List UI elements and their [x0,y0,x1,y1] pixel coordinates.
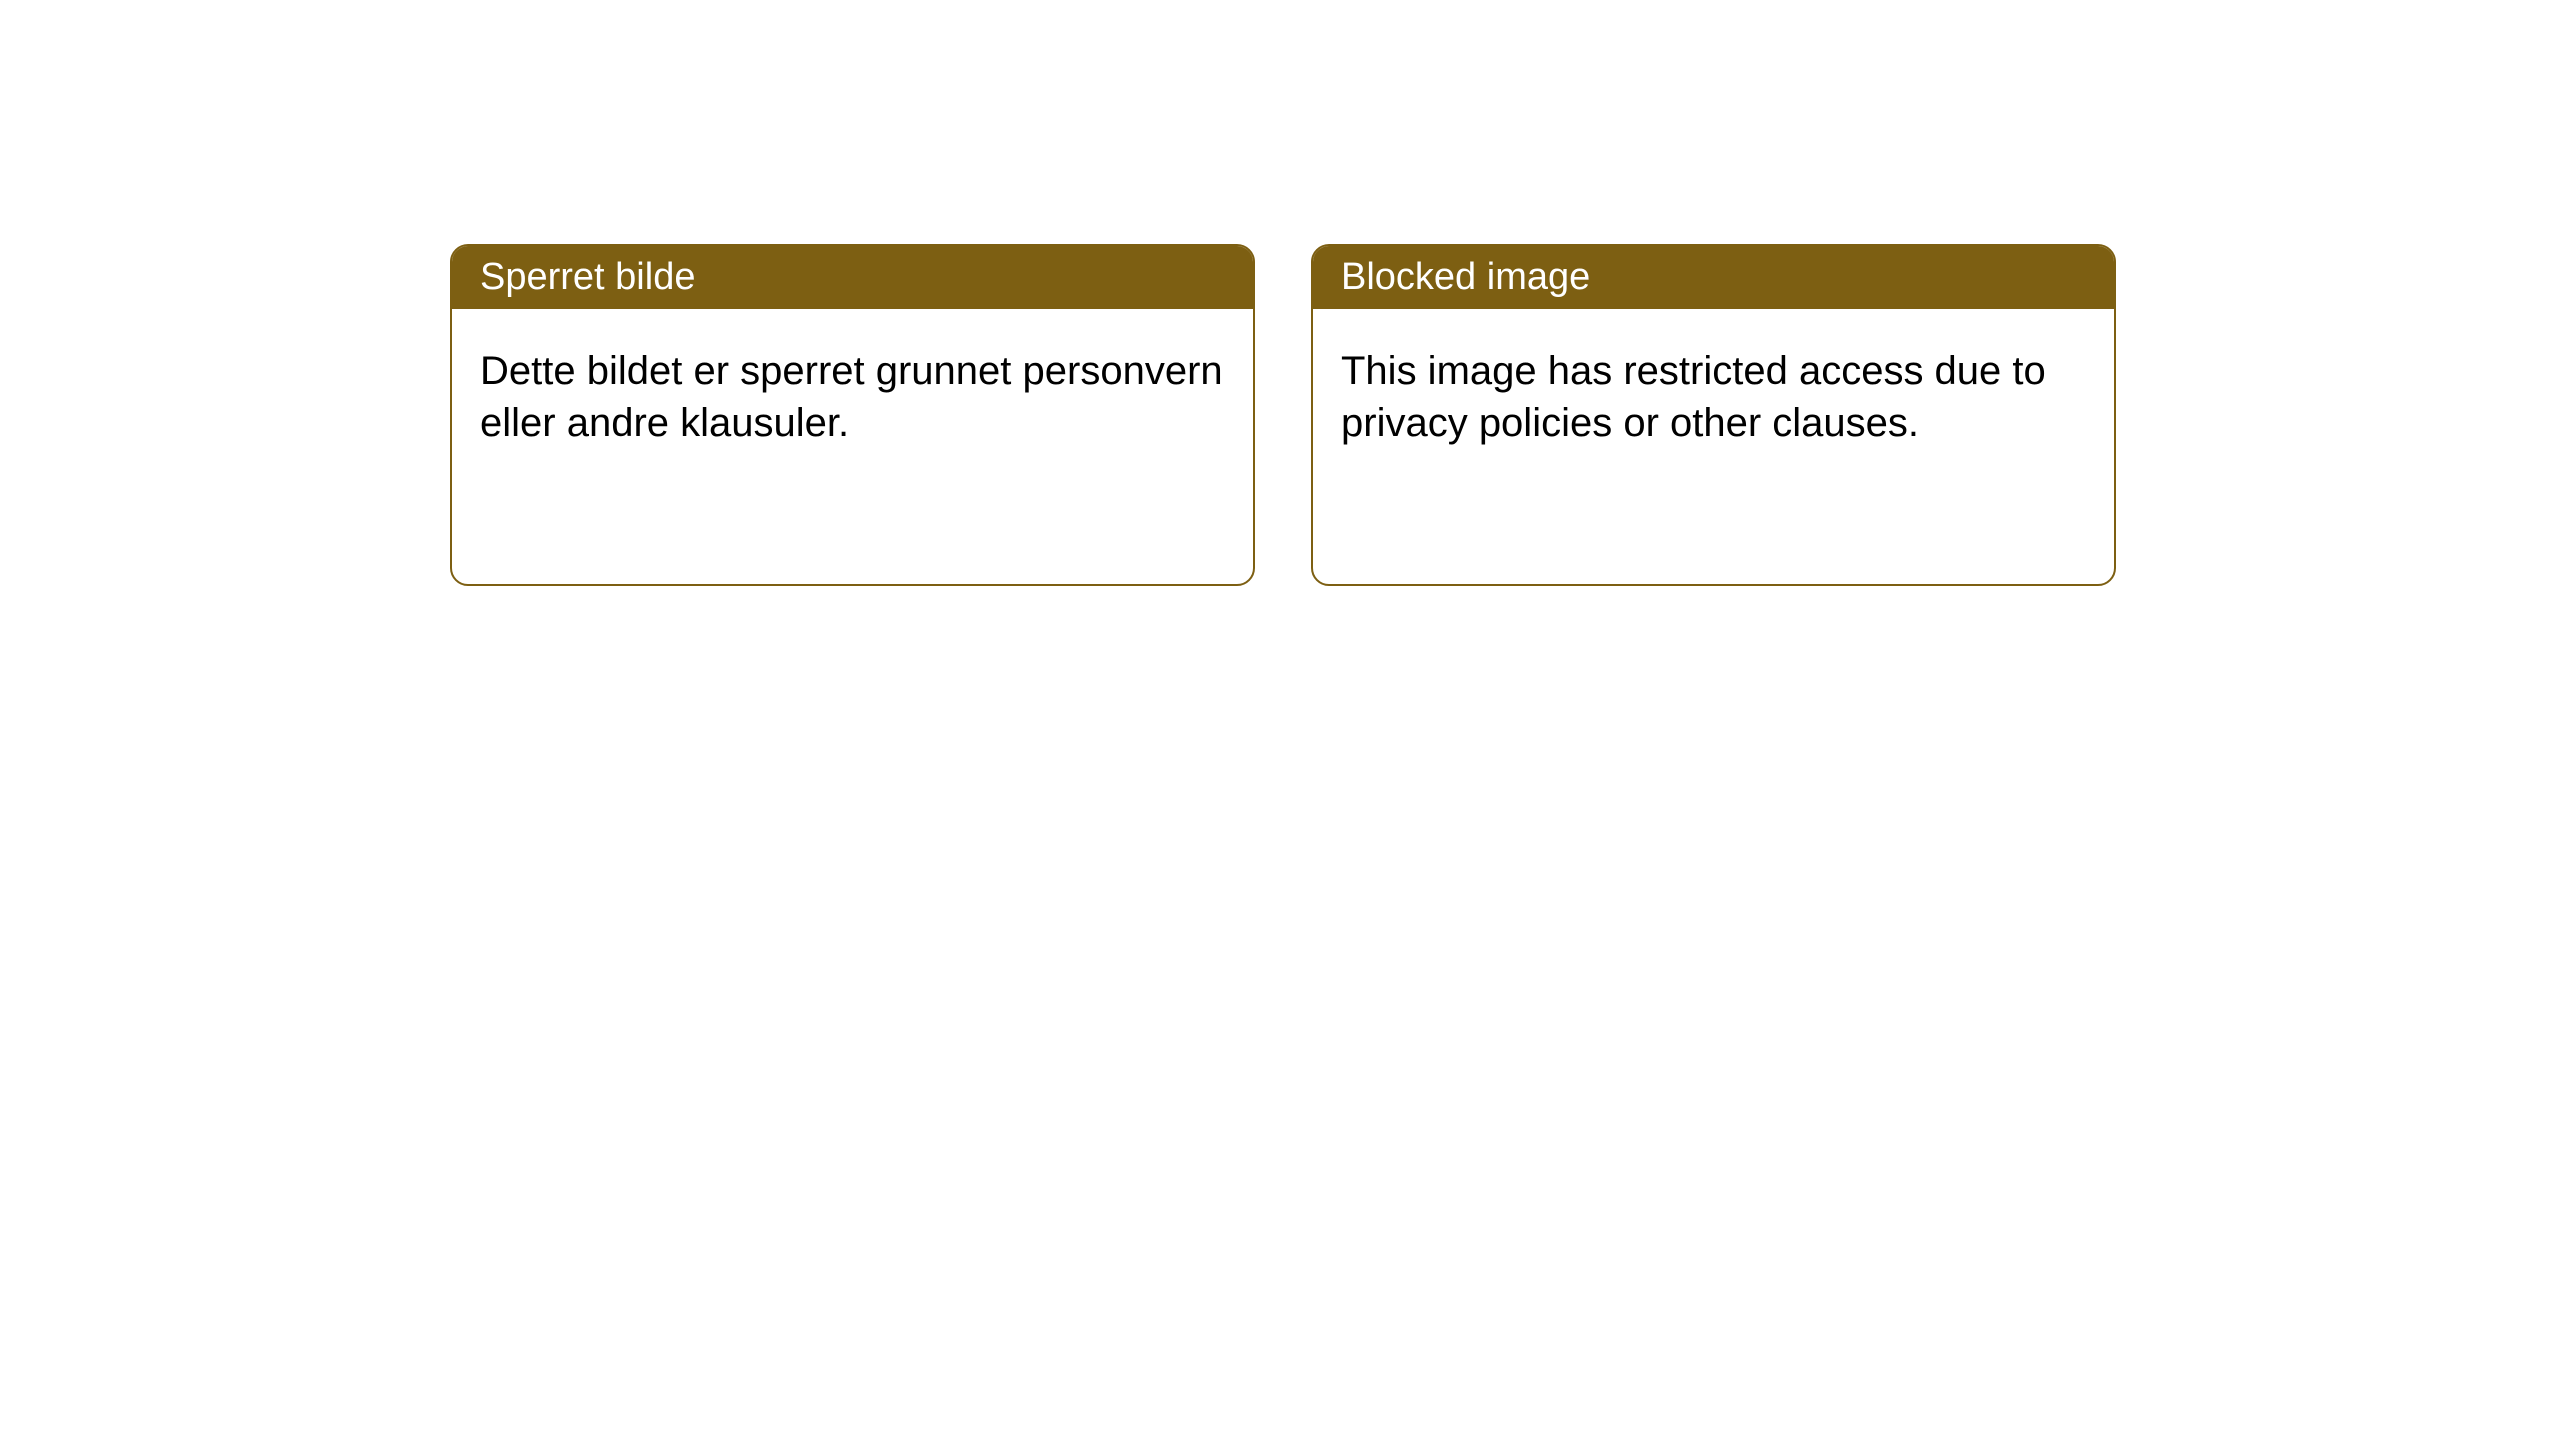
card-body: This image has restricted access due to … [1313,309,2114,584]
card-title: Blocked image [1341,256,1590,298]
card-title: Sperret bilde [480,256,695,298]
card-body-text: Dette bildet er sperret grunnet personve… [480,349,1223,445]
blocked-image-card-en: Blocked image This image has restricted … [1311,244,2116,586]
card-body-text: This image has restricted access due to … [1341,349,2046,445]
card-body: Dette bildet er sperret grunnet personve… [452,309,1253,584]
card-header: Blocked image [1313,246,2114,309]
blocked-image-card-no: Sperret bilde Dette bildet er sperret gr… [450,244,1255,586]
notice-container: Sperret bilde Dette bildet er sperret gr… [0,0,2560,586]
card-header: Sperret bilde [452,246,1253,309]
